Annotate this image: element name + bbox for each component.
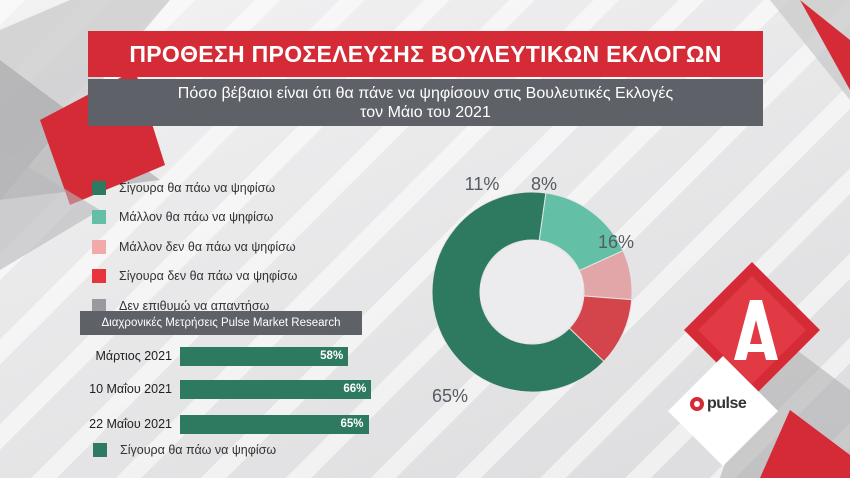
legend-swatch [92,180,106,195]
donut-data-label: 65% [432,386,468,406]
subtitle-line-2: τον Μάιο του 2021 [360,103,491,121]
legend-item: Μάλλον θα πάω να ψηφίσω [92,203,297,233]
legend-label: Σίγουρα δεν θα πάω να ψηφίσω [119,269,298,284]
pulse-logo-text: pulse [707,395,747,412]
pulse-logo: pulse [690,395,747,413]
page-title: ΠΡΟΘΕΣΗ ΠΡΟΣΕΛΕΥΣΗΣ ΒΟΥΛΕΥΤΙΚΩΝ ΕΚΛΟΓΩΝ [88,31,763,77]
hbar-row: 10 Μαΐου 2021 66% [40,379,470,399]
hbar-category-label: 22 Μαΐου 2021 [89,417,172,431]
hbar-fill: 65% [180,414,369,434]
legend-swatch [92,298,106,313]
legend-swatch [92,239,106,254]
hbar-track: 58% [180,346,470,366]
legend-item: Σίγουρα θα πάω να ψηφίσω [92,173,297,203]
tracking-legend: Σίγουρα θα πάω να ψηφίσω [93,443,276,457]
hbar-category-label: Μάρτιος 2021 [95,349,172,363]
donut-legend: Σίγουρα θα πάω να ψηφίσω Μάλλον θα πάω να… [92,173,297,321]
hbar-track: 65% [180,414,470,434]
donut-slice [568,295,633,363]
tracking-title: Διαχρονικές Μετρήσεις Pulse Market Resea… [80,311,362,335]
hbar-track: 66% [180,379,470,399]
donut-chart: 65% 16% 8% 11% [431,174,634,406]
legend-swatch [92,269,106,284]
pulse-logo-backdrop [668,356,778,466]
tracking-legend-label: Σίγουρα θα πάω να ψηφίσω [120,443,277,457]
legend-item: Μάλλον δεν θα πάω να ψηφίσω [92,232,297,262]
donut-data-label: 16% [598,232,634,252]
donut-hole [481,241,583,343]
hbar-category-label: 10 Μαΐου 2021 [89,382,172,396]
donut-data-label: 8% [531,174,557,194]
legend-item: Σίγουρα δεν θα πάω να ψηφίσω [92,262,297,292]
hbar-row: 22 Μαΐου 2021 65% [40,414,470,434]
subtitle-line-1: Πόσο βέβαιοι είναι ότι θα πάνε να ψηφίσο… [177,84,674,102]
hbar-fill: 66% [180,379,372,399]
hbar-row: Μάρτιος 2021 58% [40,346,470,366]
legend-label: Μάλλον θα πάω να ψηφίσω [119,210,274,225]
legend-label: Μάλλον δεν θα πάω να ψηφίσω [119,239,296,254]
pulse-logo-icon [690,397,704,411]
donut-data-label: 11% [465,174,500,194]
legend-label: Δεν επιθυμώ να απαντήσω [119,298,270,313]
tracking-legend-swatch [93,443,107,457]
legend-swatch [92,210,106,225]
legend-label: Σίγουρα θα πάω να ψηφίσω [119,180,276,195]
page-subtitle: Πόσο βέβαιοι είναι ότι θα πάνε να ψηφίσο… [88,79,763,126]
legend-item: Δεν επιθυμώ να απαντήσω [92,291,297,321]
donut-slice [431,191,605,393]
hbar-fill: 58% [180,346,349,366]
